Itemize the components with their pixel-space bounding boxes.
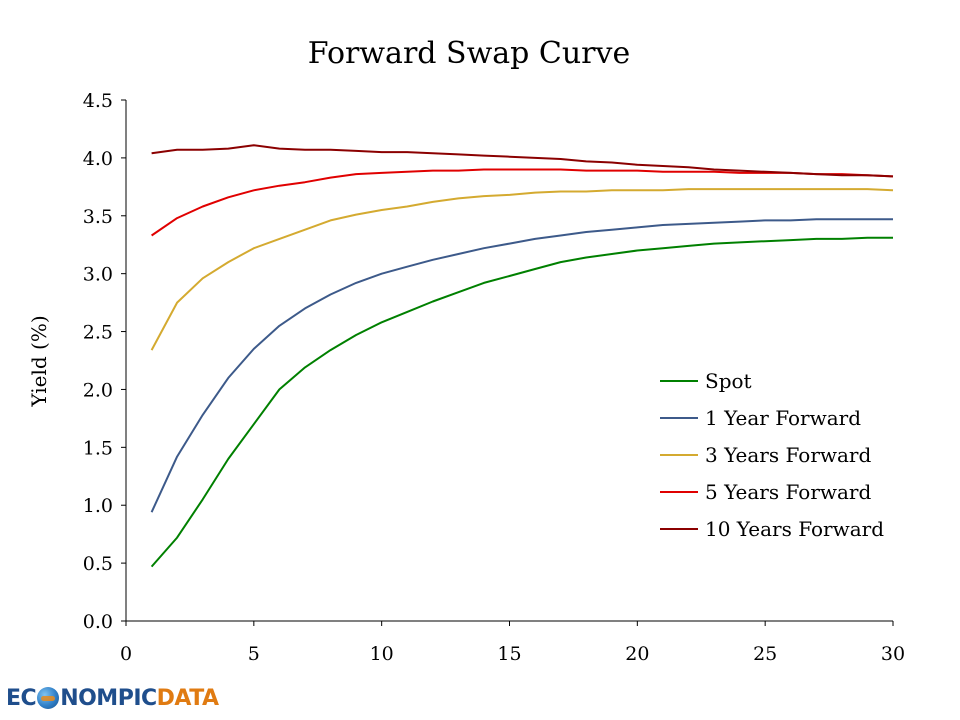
y-tick-label: 1.5 xyxy=(83,437,113,459)
y-tick-label: 3.5 xyxy=(83,206,113,228)
legend-item: 5 Years Forward xyxy=(660,480,871,504)
legend-label: 5 Years Forward xyxy=(705,480,871,504)
legend-label: 10 Years Forward xyxy=(705,517,884,541)
x-ticks: 0 5 10 15 20 25 30 xyxy=(120,621,905,665)
series-line-10-years-forward xyxy=(151,144,894,178)
y-tick-label: 2.5 xyxy=(83,322,113,344)
series-line-3-years-forward xyxy=(150,188,894,351)
globe-icon xyxy=(37,687,60,709)
y-tick-label: 0.5 xyxy=(83,553,113,575)
y-tick-label: 3.0 xyxy=(83,264,113,286)
y-tick-label: 4.0 xyxy=(83,148,113,170)
series-lines xyxy=(150,144,894,568)
legend-label: Spot xyxy=(705,369,752,393)
x-tick-label: 25 xyxy=(753,643,777,665)
axes: 0.0 0.5 1.0 1.5 2.0 2.5 3.0 3.5 4.0 4.5 0 5 10 15 20 2… xyxy=(83,90,905,665)
y-tick-label: 0.0 xyxy=(83,611,113,633)
legend-item: Spot xyxy=(660,369,752,393)
x-tick-label: 20 xyxy=(625,643,649,665)
logo-text-left: EC xyxy=(6,685,37,711)
y-ticks: 0.0 0.5 1.0 1.5 2.0 2.5 3.0 3.5 4.0 4.5 xyxy=(83,90,126,633)
logo-text-mid: NOMPIC xyxy=(60,685,157,711)
series-line-spot xyxy=(150,236,893,568)
y-tick-label: 4.5 xyxy=(83,90,113,112)
x-tick-label: 15 xyxy=(497,643,521,665)
series-line-1-year-forward xyxy=(150,218,893,513)
y-axis-label: Yield (%) xyxy=(27,315,51,407)
x-tick-label: 0 xyxy=(120,643,132,665)
legend-label: 3 Years Forward xyxy=(705,443,871,467)
x-tick-label: 30 xyxy=(881,643,905,665)
y-tick-label: 1.0 xyxy=(83,495,113,517)
y-tick-label: 2.0 xyxy=(83,379,113,401)
economicdata-logo: EC NOMPIC DATA xyxy=(6,683,219,713)
legend-item: 10 Years Forward xyxy=(660,517,884,541)
logo-text-right: DATA xyxy=(156,685,219,711)
x-tick-label: 10 xyxy=(370,643,394,665)
legend-item: 1 Year Forward xyxy=(660,406,861,430)
legend: Spot 1 Year Forward 3 Years Forward 5 Years… xyxy=(660,369,884,541)
chart-title: Forward Swap Curve xyxy=(308,36,630,71)
legend-label: 1 Year Forward xyxy=(705,406,861,430)
x-tick-label: 5 xyxy=(248,643,260,665)
legend-item: 3 Years Forward xyxy=(660,443,871,467)
series-line-5-years-forward xyxy=(151,168,894,237)
